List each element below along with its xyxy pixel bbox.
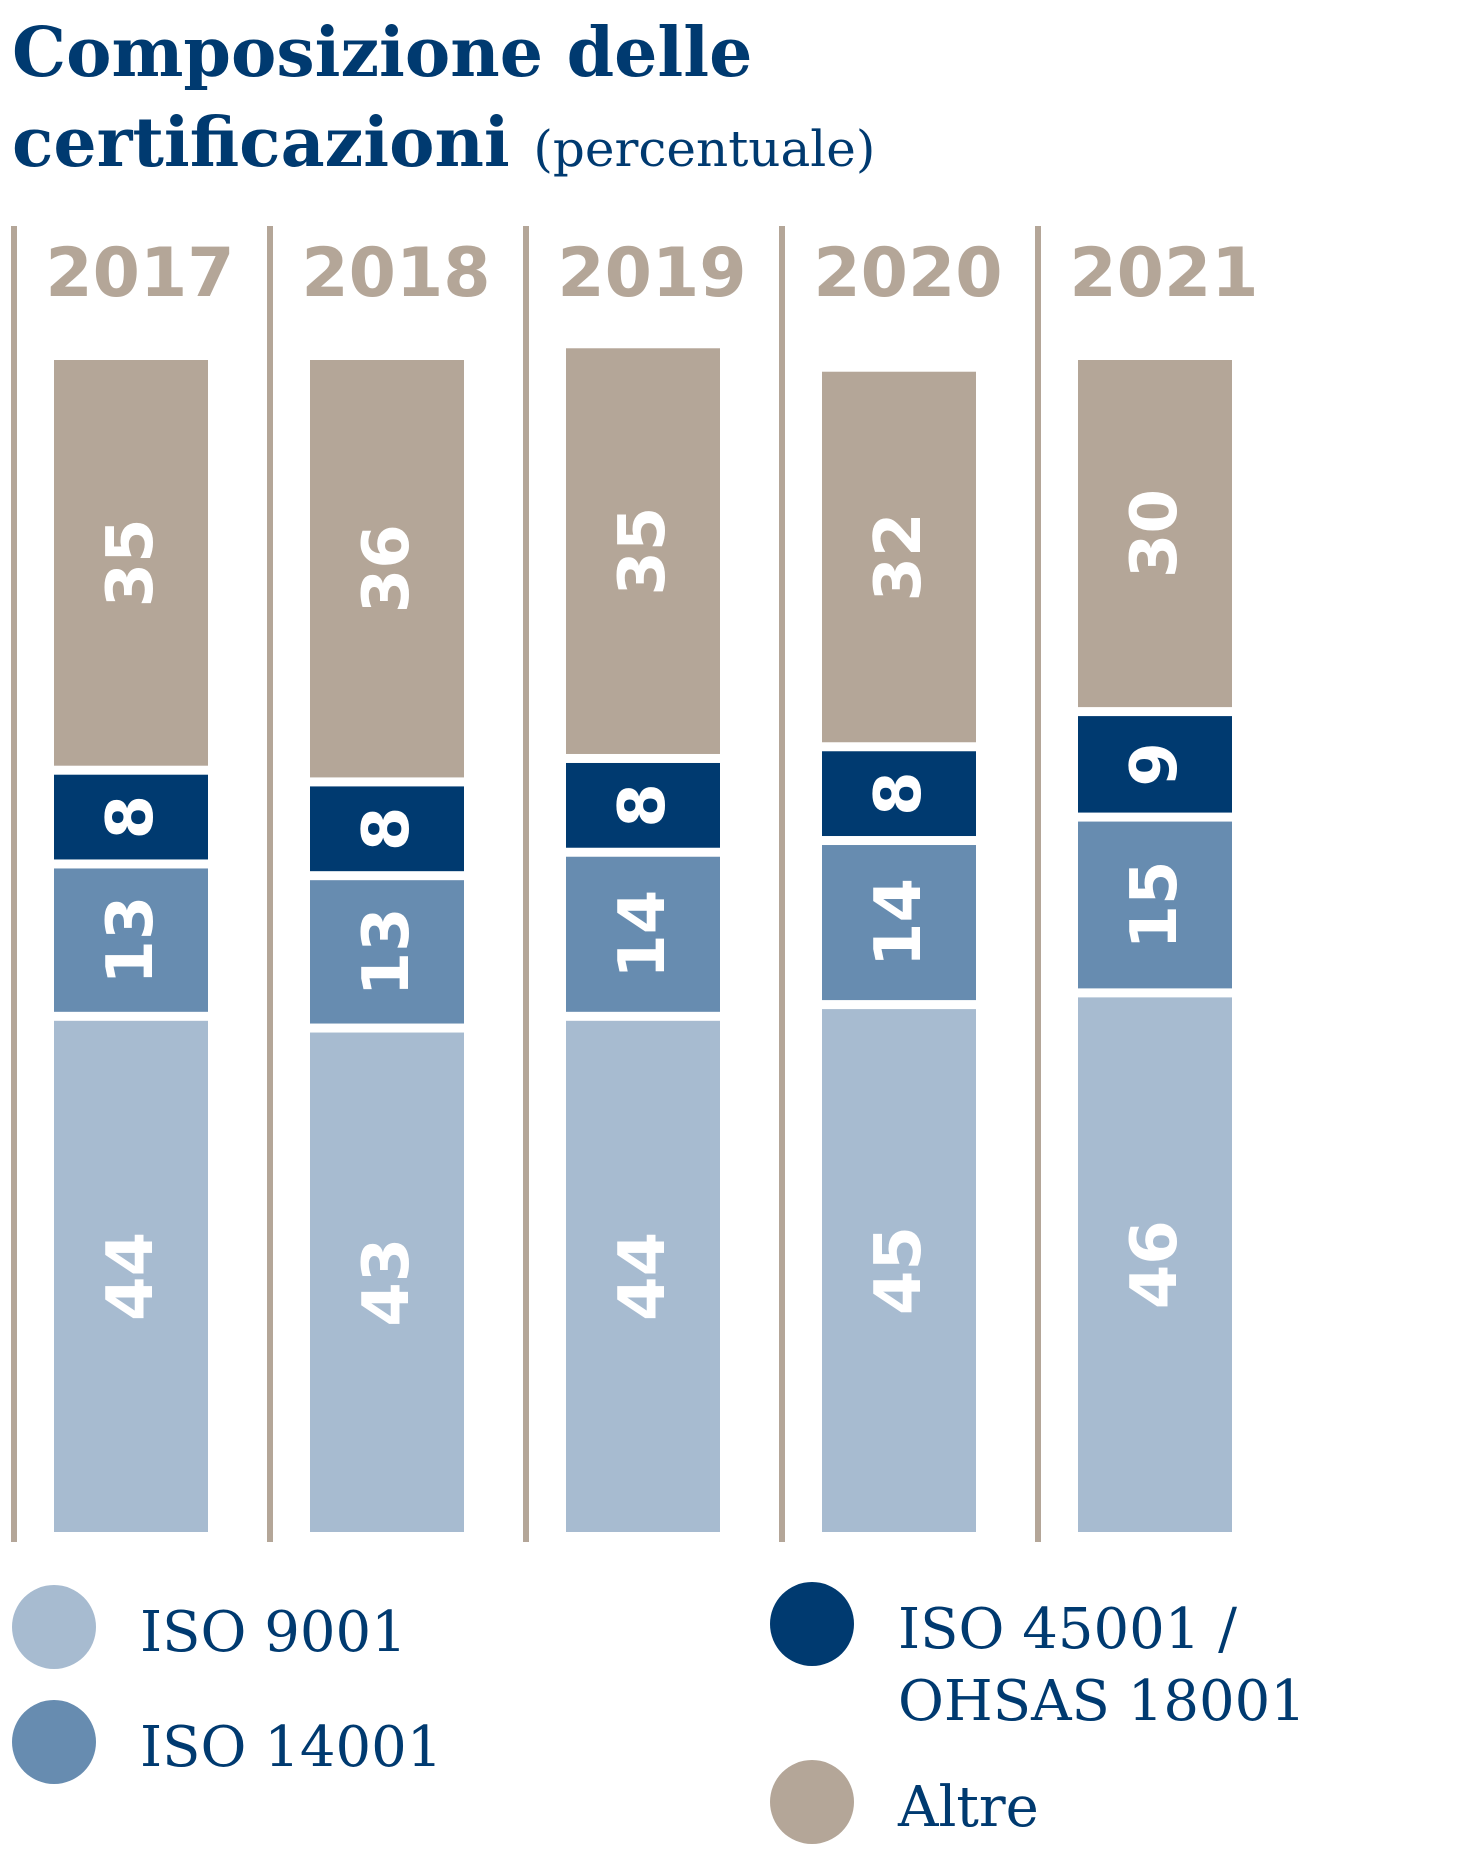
data-label-2021-1: 15 [1118, 860, 1192, 949]
year-label-2019: 2019 [557, 234, 746, 313]
bar-segment-2017-3 [54, 360, 208, 766]
data-label-2020-1: 14 [862, 878, 936, 967]
bar-segment-2017-1 [54, 868, 208, 1012]
year-label-2020: 2020 [813, 234, 1002, 313]
data-label-2020-3: 32 [862, 512, 936, 601]
data-label-2020-2: 8 [862, 771, 936, 816]
data-label-2020-0: 45 [862, 1226, 936, 1315]
year-label-2018: 2018 [301, 234, 490, 313]
bar-segment-2018-0 [310, 1032, 464, 1532]
data-label-2018-2: 8 [350, 807, 424, 852]
legend-item: ISO 14001 [12, 1700, 442, 1784]
bar-segment-2017-0 [54, 1020, 208, 1532]
data-label-2019-3: 35 [606, 507, 680, 596]
legend-label: ISO 14001 [140, 1715, 443, 1780]
legend-swatch [770, 1582, 854, 1666]
data-label-2019-2: 8 [606, 783, 680, 828]
bar-segment-2018-1 [310, 880, 464, 1024]
chart-title: Composizione delle certificazioni (perce… [12, 8, 875, 194]
legend-label: Altre [898, 1775, 1039, 1840]
chart-subtitle: (percentuale) [533, 120, 876, 178]
legend-item: ISO 45001 / OHSAS 18001 [770, 1582, 1306, 1738]
data-label-2017-2: 8 [94, 795, 168, 840]
data-label-2018-3: 36 [350, 524, 424, 613]
bar-segment-2019-0 [566, 1020, 720, 1532]
year-label-2017: 2017 [45, 234, 234, 313]
legend-label: ISO 45001 / OHSAS 18001 [898, 1597, 1306, 1734]
legend-item: Altre [770, 1760, 1039, 1844]
data-label-2017-3: 35 [94, 518, 168, 607]
year-label-2021: 2021 [1069, 234, 1258, 313]
bar-segment-2020-0 [822, 1009, 976, 1532]
bar-segment-2021-1 [1078, 821, 1232, 989]
data-label-2021-0: 46 [1118, 1220, 1192, 1309]
data-label-2018-1: 13 [350, 907, 424, 996]
legend-item: ISO 9001 [12, 1585, 407, 1669]
bar-segment-2019-3 [566, 348, 720, 754]
legend-swatch [770, 1760, 854, 1844]
legend-label: ISO 9001 [140, 1600, 407, 1665]
data-label-2018-0: 43 [350, 1238, 424, 1327]
data-label-2019-1: 14 [606, 890, 680, 979]
bar-segment-2018-3 [310, 360, 464, 778]
bar-segment-2020-3 [822, 371, 976, 743]
bar-segment-2021-2 [1078, 716, 1232, 813]
legend-swatch [12, 1700, 96, 1784]
data-label-2017-1: 13 [94, 896, 168, 985]
data-label-2021-2: 9 [1118, 742, 1192, 787]
bar-segment-2017-2 [54, 774, 208, 860]
stacked-bar-chart: 2017 44 13 8 35 2018 43 13 8 36 2019 44 14 8 35 2020 45 1… [11, 226, 1259, 1542]
bar-segment-2021-0 [1078, 997, 1232, 1532]
data-label-2017-0: 44 [94, 1232, 168, 1321]
data-label-2019-0: 44 [606, 1232, 680, 1321]
bar-segment-2021-3 [1078, 360, 1232, 708]
bar-segment-2019-2 [566, 762, 720, 848]
legend-swatch [12, 1585, 96, 1669]
bar-segment-2020-2 [822, 751, 976, 837]
bar-segment-2019-1 [566, 856, 720, 1012]
bar-segment-2020-1 [822, 845, 976, 1001]
chart-title-text: Composizione delle [12, 13, 753, 93]
chart-title-line2: certificazioni (percentuale) [12, 103, 876, 183]
data-label-2021-3: 30 [1118, 489, 1192, 578]
bar-segment-2018-2 [310, 786, 464, 872]
